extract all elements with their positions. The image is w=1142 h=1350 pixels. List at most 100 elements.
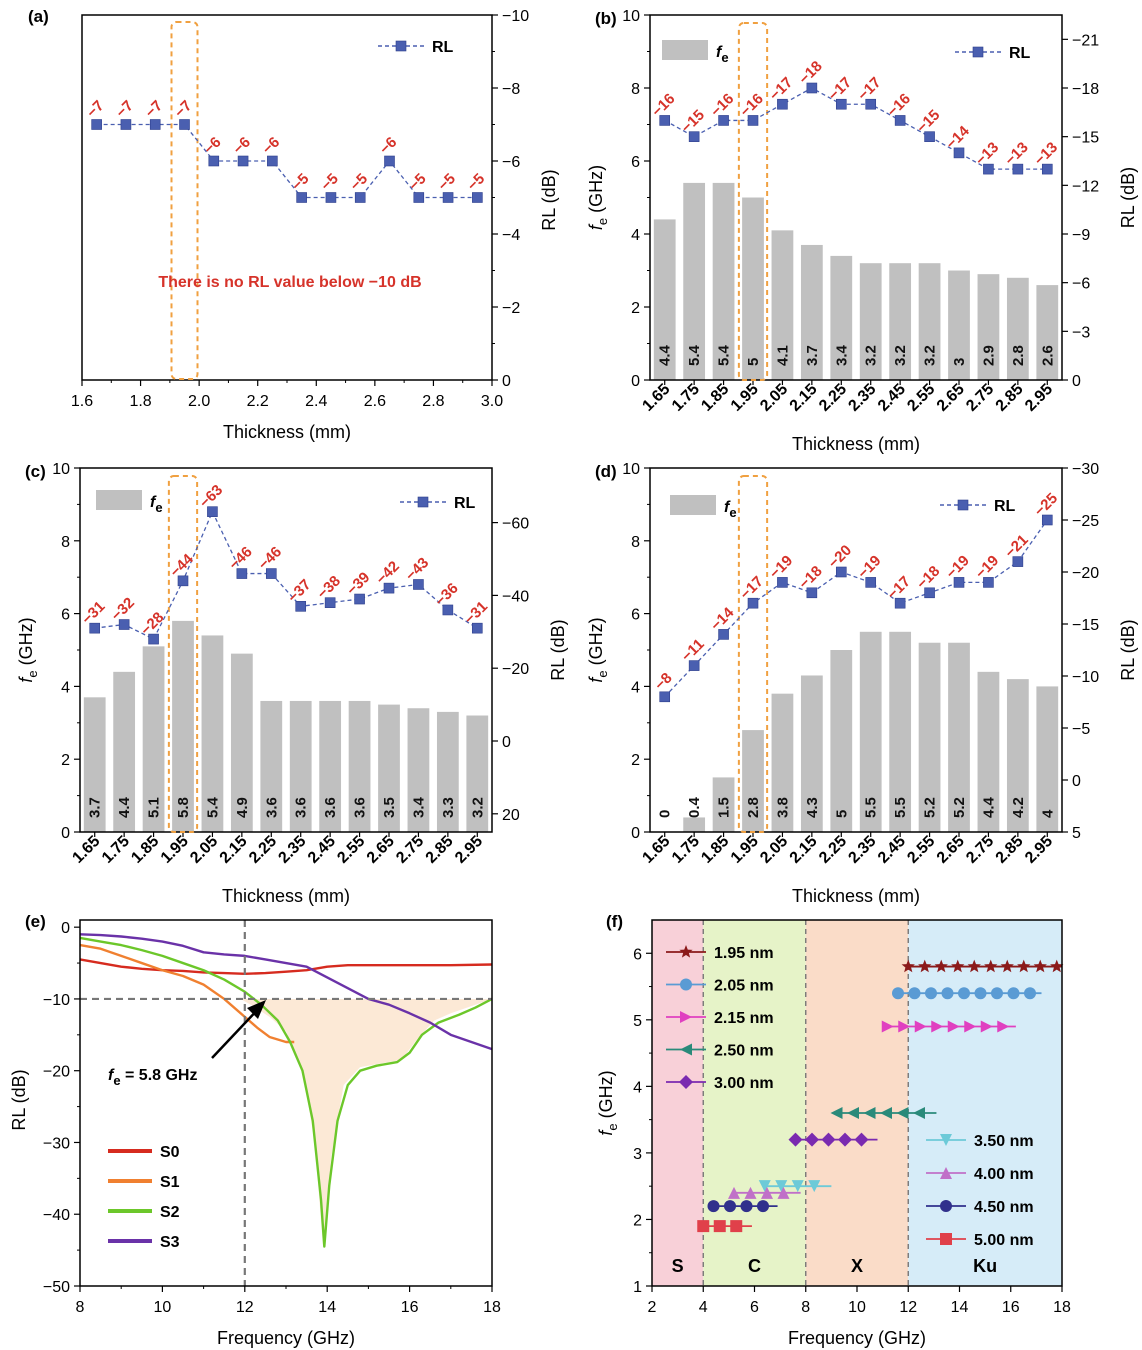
panel-f-series-marker: [947, 1020, 960, 1033]
panel-f-legend-marker: [940, 1233, 952, 1245]
panel-c-rl-label: −44: [167, 550, 197, 580]
panel-f-series-marker: [821, 1132, 836, 1147]
panel-c-rl-point: [383, 582, 395, 594]
panel-b-rl-point: [894, 115, 906, 126]
panel-b-bar-label: 5: [745, 358, 762, 366]
panel-d-yleft-tick-label: 6: [631, 607, 640, 624]
panel-c-bar: [407, 708, 430, 832]
panel-f-series-marker: [728, 1186, 740, 1199]
panel-a-rl-label: −5: [464, 170, 488, 194]
panel-b-bar: [653, 219, 676, 380]
panel-b-bar-label: 2.8: [1010, 345, 1027, 366]
panel-c-yright-label: RL (dB): [548, 619, 568, 680]
panel-f-series-marker: [854, 1132, 869, 1147]
panel-e-xtick-label: 14: [318, 1299, 336, 1316]
panel-f-series-marker: [918, 959, 932, 973]
panel-d-xtick-label: 2.35: [846, 833, 880, 867]
panel-f-xtick-label: 14: [951, 1299, 969, 1316]
panel-b-yright-tick-label: −18: [1072, 81, 1099, 98]
panel-f-series-marker: [777, 1186, 790, 1199]
panel-b-bar-label: 2.6: [1039, 345, 1056, 366]
panel-c-legend-fe-swatch: [96, 490, 142, 510]
panel-c-yleft-label: fe (GHz): [16, 617, 40, 682]
panel-c-bar: [142, 646, 165, 832]
panel-a-ytick-label: 0: [502, 373, 511, 390]
panel-c-rl-label: −37: [285, 576, 315, 606]
panel-b-rl-point: [924, 131, 935, 142]
panel-b-legend-rl-text: RL: [1009, 45, 1031, 62]
panel-f-series-marker: [1024, 987, 1036, 1000]
panel-c-rl-label: −46: [226, 543, 256, 573]
panel-e-xlabel: Frequency (GHz): [217, 1328, 355, 1348]
panel-c-bar-label: 4.9: [234, 797, 251, 818]
panel-e-xtick-label: 16: [401, 1299, 419, 1316]
panel-f-series-marker: [740, 1200, 753, 1213]
panel-b-yright-tick-label: −3: [1072, 324, 1090, 341]
panel-f-series-marker: [808, 1180, 821, 1193]
panel-f-xtick-label: 4: [699, 1299, 708, 1316]
panel-a-rl-label: −5: [435, 170, 459, 194]
panel-d-xtick-label: 2.45: [875, 833, 909, 867]
panel-d-rl-point: [924, 587, 935, 599]
panel-a-rl-point: [325, 192, 337, 203]
panel-a-rl-point: [208, 155, 220, 167]
panel-c-yright-tick-label: −60: [502, 516, 529, 533]
panel-d-legend-fe-text: fe: [724, 499, 737, 520]
panel-f-legend-text: 3.50 nm: [974, 1133, 1034, 1150]
panel-c-rl-label: −31: [79, 598, 109, 628]
panel-f-series-marker: [901, 959, 915, 973]
panel-c-bar: [378, 704, 400, 832]
panel-a-rl-label: −6: [230, 134, 254, 158]
panel-f-series-marker: [847, 1106, 859, 1119]
panel-b-yleft-tick-label: 0: [631, 373, 640, 390]
panel-c-rl-label: −63: [196, 481, 226, 511]
panel-c-rl-point: [413, 579, 424, 590]
panel-a-rl-point: [179, 119, 190, 130]
panel-e-legend-text: S0: [160, 1144, 180, 1161]
panel-a-ytick-label: −2: [502, 300, 520, 317]
panel-b-bar: [889, 263, 912, 380]
panel-b-rl-label: −14: [943, 122, 973, 152]
panel-c-rl-point: [324, 597, 336, 608]
panel-c-rl-label: −43: [402, 554, 432, 584]
panel-b-bar: [800, 244, 823, 380]
panel-f-series-marker: [984, 959, 998, 973]
panel-c-bar: [172, 620, 194, 832]
panel-c-rl-label: −39: [343, 569, 373, 599]
panel-c-bar-label: 5.4: [204, 796, 221, 818]
panel-b-bar-label: 5.4: [686, 344, 703, 366]
panel-d-rl-label: −18: [913, 563, 943, 593]
panel-d-yleft-label: fe (GHz): [586, 617, 610, 682]
panel-a-ylabel: RL (dB): [539, 169, 559, 230]
panel-d-rl-label: −17: [737, 573, 767, 603]
panel-f-series-marker: [697, 1220, 710, 1233]
panel-f-legend-marker: [679, 1075, 693, 1089]
panel-c-bar-label: 5.1: [146, 797, 163, 818]
panel-a-ytick-label: −4: [502, 227, 520, 244]
panel-b-rl-label: −16: [884, 90, 914, 120]
panel-a-rl-label: −6: [376, 134, 400, 158]
panel-e-ytick-label: −10: [43, 992, 70, 1009]
panel-c-bar-label: 3.5: [381, 797, 398, 818]
panel-c-xtick-label: 2.95: [452, 833, 486, 867]
panel-d-rl-point: [747, 597, 759, 609]
panel-e-label: (e): [25, 912, 46, 931]
panel-b-bar: [859, 263, 882, 380]
panel-a-legend-rl-marker: [395, 40, 407, 52]
panel-c-bar: [436, 711, 459, 832]
panel-c-bar: [113, 671, 136, 832]
panel-c-rl-label: −31: [461, 598, 491, 628]
panel-b-legend-rl-marker: [972, 46, 984, 58]
panel-b-bar: [742, 197, 764, 380]
panel-d-yright-tick-label: −30: [1072, 461, 1099, 478]
panel-e-ytick-label: −50: [43, 1279, 70, 1296]
panel-d-yleft-tick-label: 4: [631, 679, 640, 696]
panel-d-rl-point: [983, 577, 994, 588]
panel-a-xtick-label: 1.6: [71, 393, 93, 410]
panel-b-xtick-label: 2.25: [816, 381, 850, 415]
panel-a-rl-point: [91, 119, 102, 130]
panel-d-xtick-label: 2.55: [904, 833, 938, 867]
panel-f-series-marker: [1033, 959, 1047, 973]
